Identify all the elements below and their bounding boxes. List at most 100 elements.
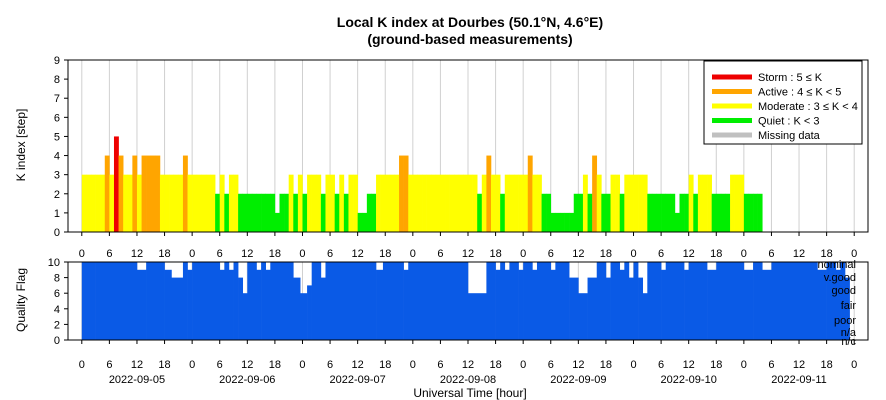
k-index-bar [697,174,703,232]
quality-level-label: fair [841,300,857,312]
k-index-bar [334,193,340,232]
quality-flag-bar [164,269,172,340]
k-index-bar [95,174,101,232]
quality-flag-bar [403,269,409,340]
legend-entry-label: Storm : 5 ≤ K [758,72,823,84]
bottom-x-tick-label: 12 [683,359,695,371]
legend-entry-label: Quiet : K < 3 [758,116,819,128]
k-index-bar [550,212,556,232]
quality-flag-bar [146,262,165,340]
k-index-bar [265,193,271,232]
k-index-bar [320,193,326,232]
k-index-bar [385,174,391,232]
date-label: 2022-09-07 [330,374,386,386]
k-index-bar [150,155,156,232]
k-index-bar [238,193,244,232]
quality-flag-bar [81,262,96,340]
top-x-tick-label: 12 [352,248,364,260]
k-index-bar [123,174,129,232]
k-index-bar [624,174,630,232]
k-index-bar [757,193,763,232]
top-x-tick-label: 18 [820,248,832,260]
k-index-bar [201,174,207,232]
k-index-bar [330,174,335,232]
top-x-tick-label: 6 [106,248,112,260]
k-index-bar [205,174,211,232]
k-index-bar [610,174,616,232]
k-index-bar [233,174,239,232]
quality-flag-bar [95,262,138,340]
k-index-bar [403,155,409,232]
quality-flag-bar [605,277,611,340]
bottom-y-tick-label: 6 [54,288,60,300]
quality-flag-bar [136,269,147,340]
quality-flag-bar [753,262,763,340]
bottom-y-tick-label: 4 [54,304,60,316]
k-index-bar [146,155,152,232]
k-index-bar [495,174,501,232]
k-index-bar [642,174,648,232]
k-index-bar [481,174,487,232]
k-index-bar [353,174,358,232]
k-index-bar [596,174,602,232]
k-index-bar [656,193,662,232]
k-index-bar [399,155,404,232]
quality-flag-bar [835,269,841,340]
quality-level-label: n/a [841,327,857,339]
quality-flag-bar [762,269,772,340]
bottom-x-tick-label: 18 [379,359,391,371]
k-index-bar [307,174,312,232]
k-index-bar [518,174,524,232]
top-x-tick-label: 18 [158,248,170,260]
k-index-bar [182,155,188,232]
quality-flag-bar [500,262,506,340]
bottom-x-tick-label: 6 [768,359,774,371]
top-x-tick-label: 18 [489,248,501,260]
quality-flag-bar [555,262,570,340]
top-x-tick-label: 6 [548,248,554,260]
k-index-bar [477,193,483,232]
k-index-bar [684,193,689,232]
k-index-bar [196,174,202,232]
quality-flag-bar [270,262,294,340]
k-index-bar [546,193,552,232]
quality-flag-bar [256,269,262,340]
k-index-bar [417,174,423,232]
k-index-bar [739,174,745,232]
k-index-bar [661,193,667,232]
top-y-tick-label: 5 [54,131,60,143]
chart-title: Local K index at Dourbes (50.1°N, 4.6°E) [337,14,603,30]
quality-flag-bar [219,269,225,340]
legend-entry-label: Active : 4 ≤ K < 5 [758,87,841,99]
quality-flag-bar [468,293,487,340]
k-index-bar [178,174,184,232]
k-index-bar [422,174,427,232]
top-x-tick-label: 12 [793,248,805,260]
k-index-bar [164,174,170,232]
top-x-tick-label: 0 [410,248,416,260]
k-index-bar [192,174,198,232]
top-x-tick-label: 18 [269,248,281,260]
quality-flag-bar [624,262,630,340]
k-index-bar [730,174,735,232]
top-y-tick-label: 1 [54,208,60,220]
top-x-tick-label: 12 [241,248,253,260]
date-label: 2022-09-11 [771,374,826,386]
top-y-tick-label: 3 [54,170,60,182]
k-index-bar [371,193,377,232]
k-index-bar [90,174,96,232]
quality-flag-bar [376,269,384,340]
k-index-bar [509,174,515,232]
k-index-bar [435,174,441,232]
quality-flag-bar [840,262,846,340]
quality-flag-bar [192,262,221,340]
k-index-bar [486,155,492,232]
bottom-x-tick-label: 0 [189,359,195,371]
bottom-x-tick-label: 12 [793,359,805,371]
k-index-bar [302,193,308,232]
k-index-bar [500,193,506,232]
quality-flag-bar [610,262,621,340]
k-index-bar [647,193,653,232]
legend-entry-label: Missing data [758,130,821,142]
